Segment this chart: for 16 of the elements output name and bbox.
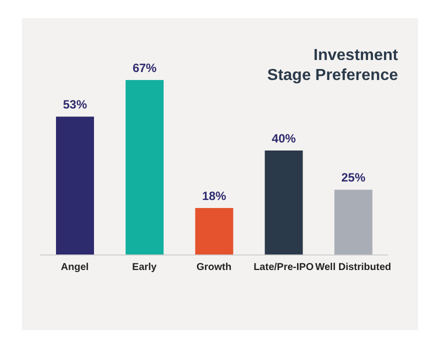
- data-label: 40%: [272, 132, 296, 146]
- data-label: 53%: [62, 98, 88, 112]
- bar: [195, 208, 234, 255]
- x-tick-label: Growth: [196, 262, 232, 274]
- data-label: 25%: [341, 170, 366, 185]
- data-label: 18%: [202, 188, 227, 203]
- bar: [334, 190, 372, 255]
- x-tick-label: Late/Pre-IPO: [254, 262, 314, 274]
- bar: [126, 80, 164, 255]
- bar: [56, 116, 94, 255]
- x-tick-label: Well Distributed: [315, 262, 392, 274]
- x-tick-label: Early: [132, 262, 158, 274]
- data-label: 67%: [132, 61, 157, 75]
- chart-title: Investment Stage Preference: [267, 46, 398, 86]
- bar: [264, 150, 303, 255]
- x-tick-label: Angel: [60, 262, 89, 274]
